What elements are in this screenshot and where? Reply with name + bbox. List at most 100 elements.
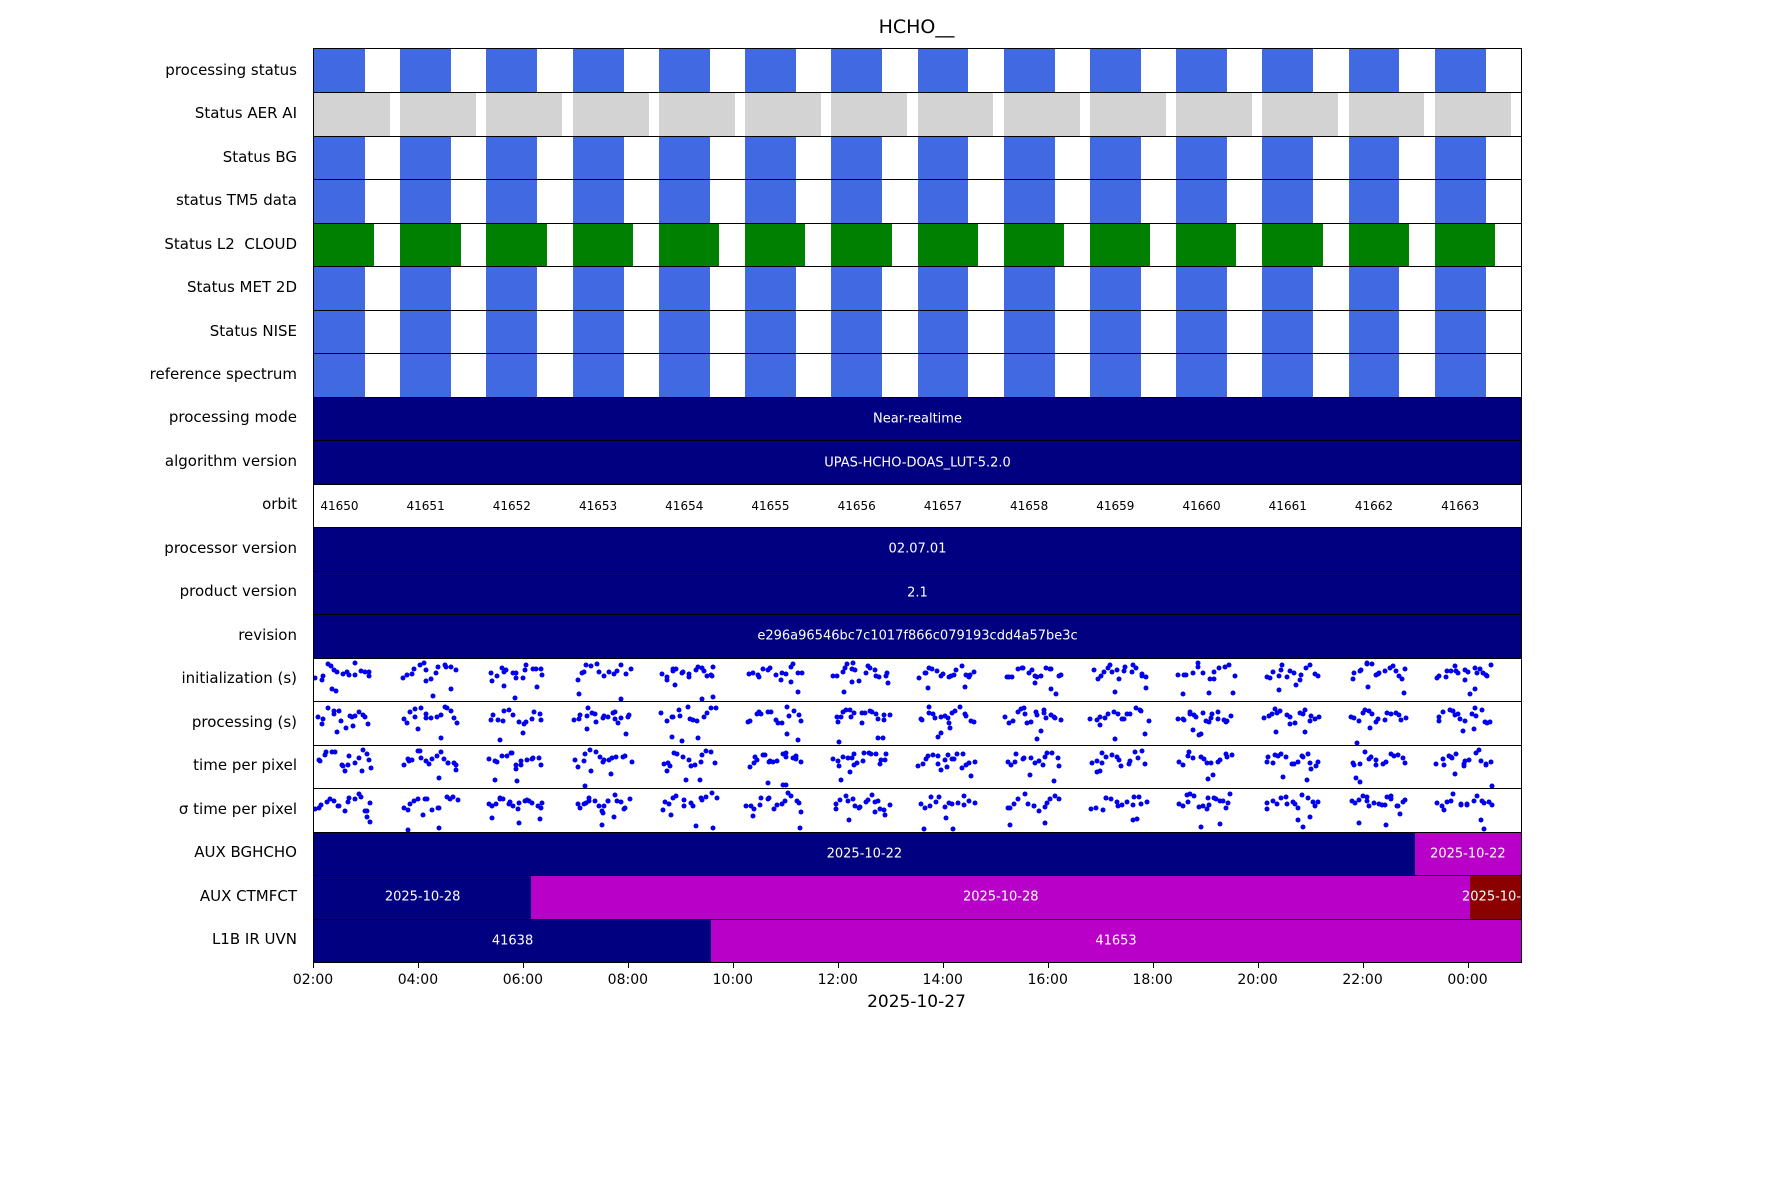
scatter-dot <box>1300 711 1306 717</box>
scatter-dot <box>697 777 703 783</box>
scatter-dot <box>1364 794 1370 800</box>
status-block <box>917 49 969 93</box>
scatter-dot <box>1387 665 1393 671</box>
scatter-dot <box>671 750 677 756</box>
scatter-dot <box>488 670 494 676</box>
scatter-dot <box>955 800 961 806</box>
scatter-dot <box>680 669 686 675</box>
scatter-dot <box>959 663 965 669</box>
row-label: product version <box>179 582 297 601</box>
scatter-dot <box>932 715 938 721</box>
bar-segment-label: e296a96546bc7c1017f866c079193cdd4a57be3c <box>757 628 1078 644</box>
scatter-dot <box>450 794 456 800</box>
scatter-dot <box>1298 672 1304 678</box>
scatter-dot <box>774 802 780 808</box>
scatter-dot <box>877 761 883 767</box>
scatter-dot <box>852 803 858 809</box>
scatter-dot <box>878 757 884 763</box>
status-block <box>745 180 796 223</box>
scatter-dot <box>796 800 802 806</box>
scatter-dot <box>953 667 959 673</box>
scatter-dot <box>1388 793 1394 799</box>
scatter-dot <box>577 712 583 718</box>
scatter-dot <box>612 792 618 798</box>
scatter-dot <box>851 751 857 757</box>
scatter-dot <box>453 667 459 673</box>
scatter-dot <box>1044 800 1050 806</box>
scatter-dot <box>501 683 507 689</box>
scatter-dot <box>433 670 439 676</box>
scatter-dot <box>1206 719 1212 725</box>
scatter-dot <box>1487 719 1493 725</box>
scatter-dot <box>490 712 496 718</box>
scatter-dot <box>586 795 592 801</box>
scatter-dot <box>1127 758 1133 764</box>
scatter-dot <box>1223 751 1229 757</box>
scatter-dot <box>1307 718 1313 724</box>
scatter-dot <box>1310 799 1316 805</box>
scatter-dot <box>623 671 629 677</box>
scatter-dot <box>328 663 334 669</box>
scatter-dot <box>1134 816 1140 822</box>
scatter-dot <box>1352 800 1358 806</box>
scatter-dot <box>405 807 411 813</box>
scatter-dot <box>1005 759 1011 765</box>
scatter-dot <box>1222 664 1228 670</box>
scatter-dot <box>1397 811 1403 817</box>
scatter-dot <box>927 803 933 809</box>
status-block <box>1176 93 1252 136</box>
status-block <box>314 267 365 310</box>
scatter-dot <box>314 675 318 681</box>
scatter-dot <box>524 757 530 763</box>
scatter-dot <box>1102 715 1108 721</box>
scatter-dot <box>415 796 421 802</box>
scatter-dot <box>1005 805 1011 811</box>
scatter-dot <box>930 711 936 717</box>
status-block <box>400 93 477 136</box>
scatter-dot <box>1131 794 1137 800</box>
scatter-dot <box>1040 762 1046 768</box>
scatter-dot <box>1274 801 1280 807</box>
scatter-dot <box>513 766 519 772</box>
scatter-dot <box>615 720 621 726</box>
scatter-dot <box>538 805 544 811</box>
scatter-dot <box>658 710 664 716</box>
scatter-dot <box>366 673 372 679</box>
scatter-dot <box>938 714 944 720</box>
scatter-dot <box>412 706 418 712</box>
scatter-dot <box>1283 794 1289 800</box>
x-tick-label: 10:00 <box>712 972 753 988</box>
x-tick-label: 22:00 <box>1342 972 1383 988</box>
scatter-dot <box>1220 798 1226 804</box>
x-tick-mark <box>1152 963 1154 968</box>
status-block <box>917 310 969 354</box>
scatter-dot <box>1441 807 1447 813</box>
x-tick-label: 00:00 <box>1447 972 1488 988</box>
scatter-dot <box>795 737 801 743</box>
scatter-dot <box>938 730 944 735</box>
scatter-dot <box>851 710 857 716</box>
scatter-dot <box>412 714 418 720</box>
scatter-dot <box>1366 803 1372 809</box>
row-scatter <box>314 788 1521 832</box>
scatter-dot <box>1209 711 1215 717</box>
scatter-dot <box>364 808 370 814</box>
scatter-dot <box>428 715 434 721</box>
scatter-dot <box>1447 707 1453 713</box>
scatter-dot <box>601 757 607 763</box>
status-block <box>1262 267 1314 310</box>
scatter-dot <box>1469 711 1475 717</box>
scatter-dot <box>887 712 893 718</box>
scatter-dot <box>1129 669 1135 675</box>
scatter-dot <box>1032 760 1038 766</box>
scatter-dot <box>1284 674 1290 680</box>
scatter-dot <box>915 763 921 769</box>
scatter-dot <box>366 669 372 675</box>
row-labels: processing status Status AER AI Status BG s… <box>0 48 306 961</box>
scatter-dot <box>882 757 888 763</box>
scatter-dot <box>784 704 790 710</box>
scatter-dot <box>950 826 956 832</box>
scatter-dot <box>423 711 429 717</box>
scatter-dot <box>664 718 670 724</box>
scatter-dot <box>1043 715 1049 721</box>
